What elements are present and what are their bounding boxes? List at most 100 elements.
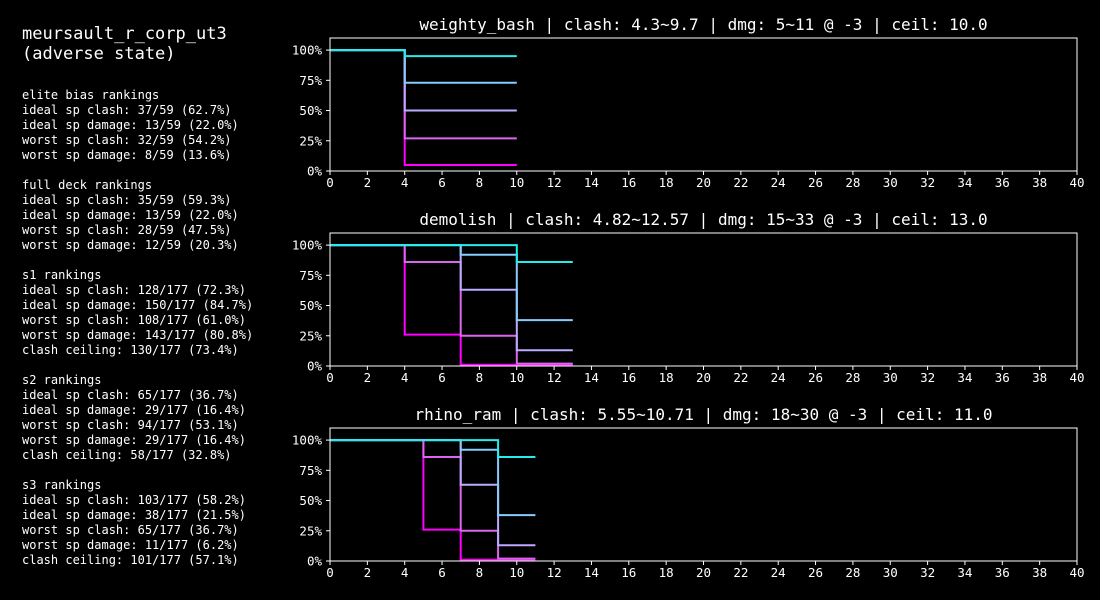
series-line	[330, 439, 536, 458]
x-tick-label: 20	[696, 565, 711, 580]
stats-line: ideal sp clash: 37/59 (62.7%)	[22, 103, 232, 117]
x-tick-label: 2	[364, 175, 372, 190]
stats-line: ideal sp clash: 128/177 (72.3%)	[22, 283, 246, 297]
x-tick-label: 38	[1032, 565, 1047, 580]
stats-line: ideal sp damage: 13/59 (22.0%)	[22, 118, 239, 132]
stats-heading: s2 rankings	[22, 373, 102, 387]
x-tick-label: 8	[476, 565, 484, 580]
x-tick-label: 0	[326, 175, 334, 190]
x-tick-label: 18	[659, 175, 674, 190]
y-tick-label: 0%	[307, 164, 323, 179]
x-tick-label: 32	[920, 370, 935, 385]
stats-line: ideal sp damage: 13/59 (22.0%)	[22, 208, 239, 222]
stats-line: ideal sp damage: 29/177 (16.4%)	[22, 403, 246, 417]
stats-section: full deck rankings ideal sp clash: 35/59 …	[22, 178, 253, 253]
x-tick-label: 22	[733, 565, 748, 580]
x-tick-label: 34	[957, 370, 972, 385]
x-tick-label: 6	[438, 565, 446, 580]
plot-frame	[329, 232, 1078, 367]
x-tick-label: 4	[401, 175, 409, 190]
series-line	[330, 244, 573, 263]
stats-line: clash ceiling: 101/177 (57.1%)	[22, 553, 239, 567]
stats-line: ideal sp clash: 65/177 (36.7%)	[22, 388, 239, 402]
x-tick-label: 28	[845, 565, 860, 580]
x-tick-label: 36	[995, 370, 1010, 385]
stats-line: clash ceiling: 130/177 (73.4%)	[22, 343, 239, 357]
x-tick-label: 34	[957, 565, 972, 580]
stats-line: worst sp clash: 28/59 (47.5%)	[22, 223, 232, 237]
chart-title: weighty_bash | clash: 4.3~9.7 | dmg: 5~1…	[419, 15, 987, 34]
x-tick-label: 6	[438, 175, 446, 190]
x-tick-label: 28	[845, 175, 860, 190]
series-line	[330, 49, 517, 84]
x-tick-label: 14	[584, 175, 599, 190]
y-tick-label: 100%	[292, 433, 323, 448]
x-tick-label: 40	[1069, 175, 1084, 190]
stats-heading: elite bias rankings	[22, 88, 160, 102]
x-tick-label: 4	[401, 565, 409, 580]
x-tick-label: 26	[808, 565, 823, 580]
series-line	[330, 439, 536, 561]
chart-3: rhino_ram | clash: 5.55~10.71 | dmg: 18~…	[292, 405, 1085, 580]
stats-line: worst sp clash: 108/177 (61.0%)	[22, 313, 246, 327]
x-tick-label: 24	[771, 370, 786, 385]
stats-line: worst sp damage: 29/177 (16.4%)	[22, 433, 246, 447]
x-tick-label: 38	[1032, 370, 1047, 385]
x-tick-label: 12	[547, 175, 562, 190]
stats-line: worst sp damage: 143/177 (80.8%)	[22, 328, 254, 342]
x-tick-label: 30	[883, 370, 898, 385]
y-tick-label: 75%	[299, 73, 322, 88]
x-tick-label: 20	[696, 370, 711, 385]
stats-heading: s1 rankings	[22, 268, 102, 282]
x-tick-label: 30	[883, 565, 898, 580]
x-tick-label: 24	[771, 565, 786, 580]
series-line	[330, 244, 573, 365]
stats-line: worst sp clash: 65/177 (36.7%)	[22, 523, 239, 537]
x-tick-label: 10	[509, 175, 524, 190]
series-line	[330, 49, 517, 140]
x-tick-label: 12	[547, 370, 562, 385]
stats-line: worst sp clash: 32/59 (54.2%)	[22, 133, 232, 147]
x-tick-label: 22	[733, 175, 748, 190]
x-tick-label: 8	[476, 175, 484, 190]
series-line	[330, 439, 536, 517]
x-tick-label: 4	[401, 370, 409, 385]
stats-panel: meursault_r_corp_ut3 (adverse state) eli…	[22, 0, 282, 600]
y-tick-label: 100%	[292, 238, 323, 253]
stats-line: clash ceiling: 58/177 (32.8%)	[22, 448, 232, 462]
x-tick-label: 2	[364, 565, 372, 580]
y-tick-label: 100%	[292, 43, 323, 58]
x-tick-label: 26	[808, 370, 823, 385]
stats-line: ideal sp clash: 103/177 (58.2%)	[22, 493, 246, 507]
chart-2: demolish | clash: 4.82~12.57 | dmg: 15~3…	[292, 210, 1085, 385]
x-tick-label: 28	[845, 370, 860, 385]
stats-line: worst sp damage: 8/59 (13.6%)	[22, 148, 232, 162]
x-tick-label: 24	[771, 175, 786, 190]
stats-heading: s3 rankings	[22, 478, 102, 492]
stats-section: s1 rankings ideal sp clash: 128/177 (72.3…	[22, 268, 253, 358]
x-tick-label: 0	[326, 370, 334, 385]
chart-title: demolish | clash: 4.82~12.57 | dmg: 15~3…	[419, 210, 987, 229]
x-tick-label: 16	[621, 175, 636, 190]
x-tick-label: 18	[659, 370, 674, 385]
x-tick-label: 12	[547, 565, 562, 580]
page-title: meursault_r_corp_ut3 (adverse state)	[22, 24, 227, 64]
series-line	[330, 49, 517, 58]
x-tick-label: 10	[509, 565, 524, 580]
stats-line: worst sp damage: 11/177 (6.2%)	[22, 538, 239, 552]
x-tick-label: 36	[995, 565, 1010, 580]
y-tick-label: 50%	[299, 493, 322, 508]
y-tick-label: 50%	[299, 298, 322, 313]
stats-line: worst sp clash: 94/177 (53.1%)	[22, 418, 239, 432]
y-tick-label: 75%	[299, 268, 322, 283]
series-line	[330, 244, 573, 366]
series-line	[330, 244, 573, 322]
chart-1: weighty_bash | clash: 4.3~9.7 | dmg: 5~1…	[292, 15, 1085, 190]
x-tick-label: 10	[509, 370, 524, 385]
series-line	[330, 439, 536, 560]
y-tick-label: 75%	[299, 463, 322, 478]
stats-section: s3 rankings ideal sp clash: 103/177 (58.2…	[22, 478, 253, 568]
stats-section: s2 rankings ideal sp clash: 65/177 (36.7%…	[22, 373, 253, 463]
y-tick-label: 25%	[299, 523, 322, 538]
